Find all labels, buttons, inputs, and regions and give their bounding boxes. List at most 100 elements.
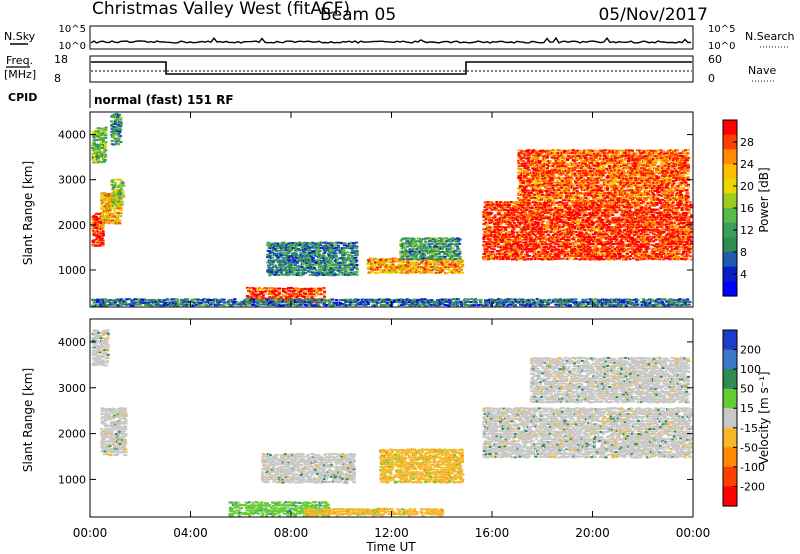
scatter-cell <box>621 221 624 223</box>
scatter-cell <box>323 291 326 293</box>
scatter-cell <box>355 252 358 254</box>
scatter-cell <box>104 154 107 156</box>
scatter-cell <box>415 271 418 273</box>
cpid-label: CPID <box>8 91 37 104</box>
scatter-cell <box>356 268 359 270</box>
scatter-cell <box>119 125 122 127</box>
scatter-cell <box>491 251 494 253</box>
scatter-cell <box>415 264 418 266</box>
scatter-cell <box>486 248 489 250</box>
scatter-cell <box>625 258 628 260</box>
scatter-cell <box>558 224 561 226</box>
scatter-cell <box>583 256 586 258</box>
scatter-cell <box>104 132 107 134</box>
scatter-cell <box>295 252 298 254</box>
scatter-cell <box>577 219 580 221</box>
scatter-cell <box>460 269 463 271</box>
scatter-cell <box>656 218 659 220</box>
scatter-cell <box>516 257 519 259</box>
scatter-cell <box>102 208 105 210</box>
scatter-cell <box>335 252 338 254</box>
scatter-cell <box>611 246 614 248</box>
scatter-cell <box>291 295 294 297</box>
scatter-cell <box>356 264 359 266</box>
scatter-cell <box>534 234 537 236</box>
scatter-cell <box>461 264 464 266</box>
scatter-cell <box>278 288 281 290</box>
scatter-cell <box>120 141 123 143</box>
scatter-cell <box>529 231 532 233</box>
scatter-cell <box>98 231 101 233</box>
scatter-cell <box>539 209 542 211</box>
scatter-cell <box>568 257 571 259</box>
scatter-cell <box>120 124 123 126</box>
scatter-cell <box>490 212 493 214</box>
scatter-cell <box>343 257 346 259</box>
scatter-cell <box>633 229 636 231</box>
scatter-cell <box>575 258 578 260</box>
scatter-cell <box>394 260 397 262</box>
scatter-cell <box>112 213 115 215</box>
scatter-cell <box>643 258 646 260</box>
nave-label: Nave <box>748 64 776 77</box>
scatter-cell <box>608 259 611 261</box>
scatter-cell <box>391 272 394 274</box>
scatter-cell <box>102 234 105 236</box>
scatter-cell <box>648 255 651 257</box>
scatter-cell <box>102 137 105 139</box>
scatter-cell <box>401 272 404 274</box>
scatter-cell <box>600 224 603 226</box>
scatter-cell <box>605 224 608 226</box>
scatter-cell <box>321 272 324 274</box>
scatter-cell <box>606 217 609 219</box>
scatter-cell <box>646 237 649 239</box>
scatter-cell <box>278 250 281 252</box>
scatter-cell <box>434 255 437 257</box>
scatter-cell <box>411 258 414 260</box>
scatter-cell <box>507 212 510 214</box>
scatter-cell <box>533 250 536 252</box>
scatter-cell <box>628 204 631 206</box>
scatter-cell <box>594 228 597 230</box>
scatter-cell <box>356 274 359 276</box>
scatter-cell <box>405 243 408 245</box>
scatter-cell <box>273 253 276 255</box>
scatter-cell <box>290 264 293 266</box>
scatter-cell <box>626 253 629 255</box>
scatter-cell <box>380 264 383 266</box>
scatter-cell <box>580 232 583 234</box>
scatter-cell <box>577 239 580 241</box>
scatter-cell <box>114 197 117 199</box>
scatter-cell <box>312 257 315 259</box>
scatter-cell <box>484 202 487 204</box>
scatter-cell <box>486 224 489 226</box>
scatter-cell <box>663 231 666 233</box>
scatter-cell <box>284 262 287 264</box>
scatter-cell <box>351 255 354 257</box>
scatter-cell <box>594 217 597 219</box>
scatter-cell <box>572 238 575 240</box>
scatter-cell <box>461 272 464 274</box>
scatter-cell <box>520 253 523 255</box>
freq-panel <box>90 56 693 82</box>
scatter-cell <box>529 204 532 206</box>
scatter-cell <box>483 241 486 243</box>
scatter-cell <box>404 249 407 251</box>
scatter-cell <box>592 243 595 245</box>
scatter-cell <box>564 255 567 257</box>
scatter-cell <box>580 207 583 209</box>
scatter-cell <box>502 258 505 260</box>
scatter-cell <box>530 236 533 238</box>
scatter-cell <box>113 210 116 212</box>
scatter-cell <box>337 245 340 247</box>
scatter-cell <box>444 258 447 260</box>
scatter-cell <box>619 226 622 228</box>
scatter-cell <box>282 288 285 290</box>
scatter-cell <box>537 236 540 238</box>
scatter-cell <box>519 224 522 226</box>
scatter-cell <box>431 241 434 243</box>
scatter-cell <box>313 288 316 290</box>
noise-tick-low-left: 10^0 <box>59 41 86 52</box>
scatter-cell <box>323 293 326 295</box>
scatter-cell <box>500 251 503 253</box>
